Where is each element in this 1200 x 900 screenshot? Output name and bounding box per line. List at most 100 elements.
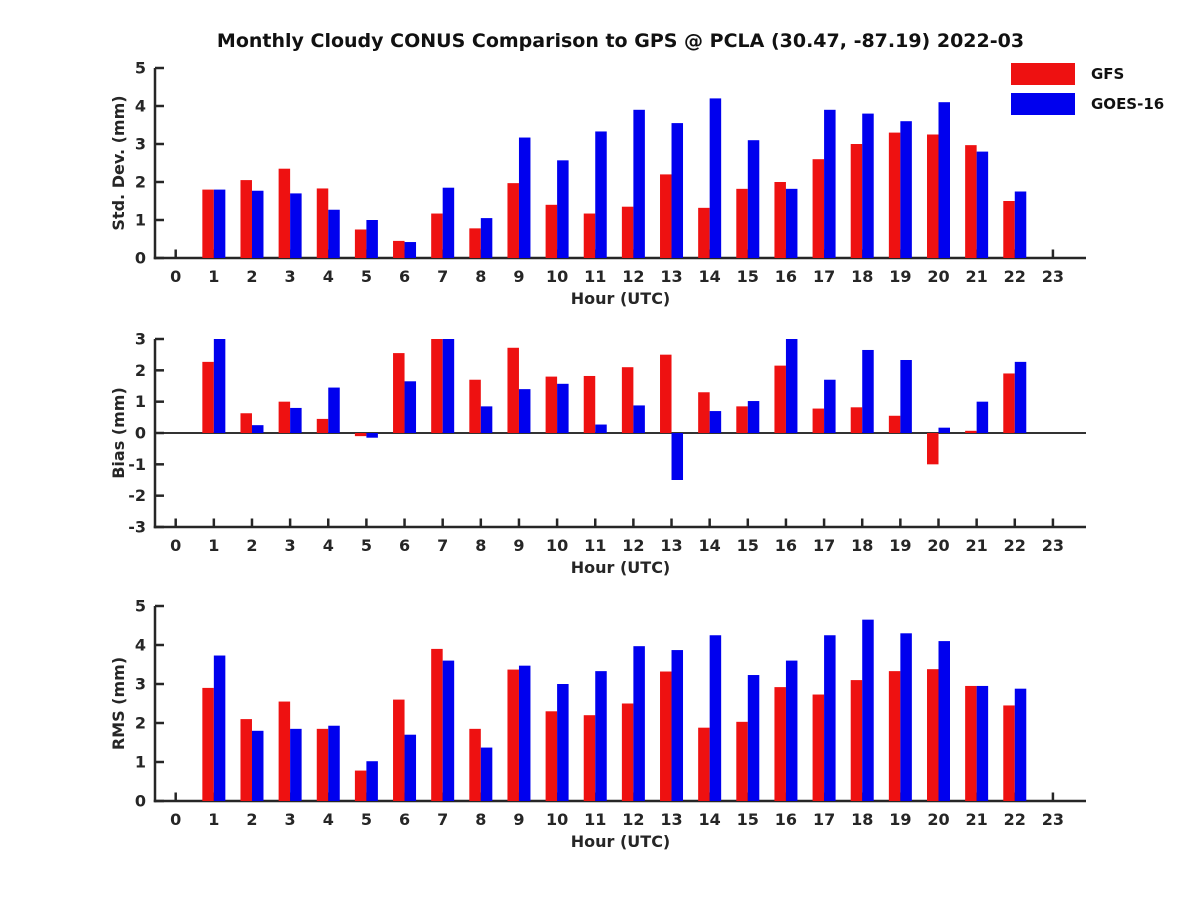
goes16-bar <box>1014 191 1027 258</box>
y-axis-label: Std. Dev. (mm) <box>109 95 128 230</box>
gfs-bar <box>774 687 786 801</box>
gfs-bar <box>1003 201 1015 258</box>
gfs-bar <box>698 392 710 433</box>
goes16-bar <box>480 218 493 258</box>
x-axis-label: Hour (UTC) <box>571 289 671 308</box>
goes16-bar <box>633 405 645 433</box>
x-tick-label: 13 <box>660 536 682 555</box>
goes16-bar <box>862 619 874 801</box>
goes16-bar <box>518 389 531 433</box>
goes16-bar <box>824 635 836 801</box>
gfs-bar <box>965 145 977 258</box>
x-tick-label: 18 <box>851 267 873 286</box>
goes16-bar <box>824 379 836 433</box>
goes16-bar <box>938 427 950 433</box>
goes16-bar <box>442 187 455 258</box>
x-tick-label: 8 <box>475 267 486 286</box>
goes16-bar <box>900 633 912 801</box>
goes16-bar <box>595 671 607 801</box>
gfs-bar <box>736 188 748 258</box>
x-tick-label: 6 <box>399 267 410 286</box>
goes16-bar <box>633 109 645 258</box>
gfs-bar <box>393 699 405 801</box>
goes16-bar <box>442 660 455 801</box>
x-tick-label: 16 <box>775 536 797 555</box>
gfs-bar <box>660 174 672 258</box>
x-tick-label: 20 <box>927 810 949 829</box>
x-axis-label: Hour (UTC) <box>571 558 671 577</box>
gfs-bar <box>469 228 481 258</box>
gfs-bar <box>507 347 519 433</box>
goes16-bar <box>633 646 645 801</box>
x-tick-label: 17 <box>813 810 835 829</box>
y-tick-label: 4 <box>135 636 146 655</box>
gfs-bar <box>660 354 672 433</box>
goes16-bar <box>709 98 722 259</box>
x-tick-label: 16 <box>775 267 797 286</box>
gfs-bar <box>850 144 863 258</box>
gfs-bar <box>888 132 901 258</box>
x-tick-label: 10 <box>546 536 568 555</box>
x-tick-label: 0 <box>170 536 181 555</box>
legend-gfs-swatch <box>1011 63 1075 85</box>
x-tick-label: 14 <box>699 536 721 555</box>
x-tick-label: 9 <box>513 267 524 286</box>
x-tick-label: 5 <box>361 810 372 829</box>
y-tick-label: 1 <box>135 211 146 230</box>
gfs-bar <box>431 648 443 801</box>
goes16-bar <box>976 401 989 433</box>
goes16-bar <box>366 433 378 438</box>
x-tick-label: 1 <box>208 536 219 555</box>
gfs-bar <box>812 159 825 258</box>
x-tick-label: 15 <box>737 267 759 286</box>
x-tick-label: 21 <box>966 536 988 555</box>
x-tick-label: 23 <box>1042 810 1064 829</box>
x-axis-label: Hour (UTC) <box>571 832 671 851</box>
x-tick-label: 9 <box>513 810 524 829</box>
goes16-bar <box>557 383 569 433</box>
x-tick-label: 5 <box>361 536 372 555</box>
gfs-bar <box>278 701 291 801</box>
goes16-bar <box>213 189 226 258</box>
goes16-bar <box>1014 361 1027 433</box>
goes16-bar <box>290 407 302 433</box>
goes16-bar <box>251 425 264 433</box>
x-tick-label: 7 <box>437 267 448 286</box>
x-tick-label: 2 <box>246 810 257 829</box>
x-tick-label: 12 <box>622 810 644 829</box>
gfs-bar <box>507 183 519 258</box>
goes16-bar <box>518 137 531 258</box>
y-tick-label: 4 <box>135 97 146 116</box>
y-tick-label: 5 <box>135 597 146 616</box>
goes16-bar <box>328 209 340 258</box>
goes16-bar <box>900 359 912 433</box>
gfs-bar <box>583 213 596 258</box>
gfs-bar <box>316 418 329 433</box>
legend-goes16-label: GOES-16 <box>1091 95 1165 113</box>
x-tick-label: 20 <box>927 267 949 286</box>
y-tick-label: 1 <box>135 392 146 411</box>
x-tick-label: 22 <box>1004 810 1026 829</box>
x-tick-label: 3 <box>285 810 296 829</box>
goes16-bar <box>518 665 531 801</box>
x-tick-label: 19 <box>889 810 911 829</box>
gfs-bar <box>354 229 367 258</box>
gfs-bar <box>583 375 596 433</box>
x-tick-label: 19 <box>889 536 911 555</box>
goes16-bar <box>747 675 760 801</box>
gfs-bar <box>240 413 252 433</box>
goes16-bar <box>595 131 607 258</box>
legend-item-goes16: GOES-16 <box>1011 93 1164 115</box>
x-tick-label: 3 <box>285 536 296 555</box>
y-tick-label: 3 <box>135 135 146 154</box>
y-axis-label: RMS (mm) <box>109 657 128 750</box>
gfs-bar <box>850 407 863 433</box>
gfs-bar <box>278 168 291 258</box>
y-tick-label: -3 <box>128 518 146 537</box>
y-tick-label: 3 <box>135 330 146 349</box>
x-tick-label: 10 <box>546 810 568 829</box>
y-tick-label: 2 <box>135 714 146 733</box>
gfs-bar <box>927 433 939 465</box>
gfs-bar <box>660 671 672 801</box>
